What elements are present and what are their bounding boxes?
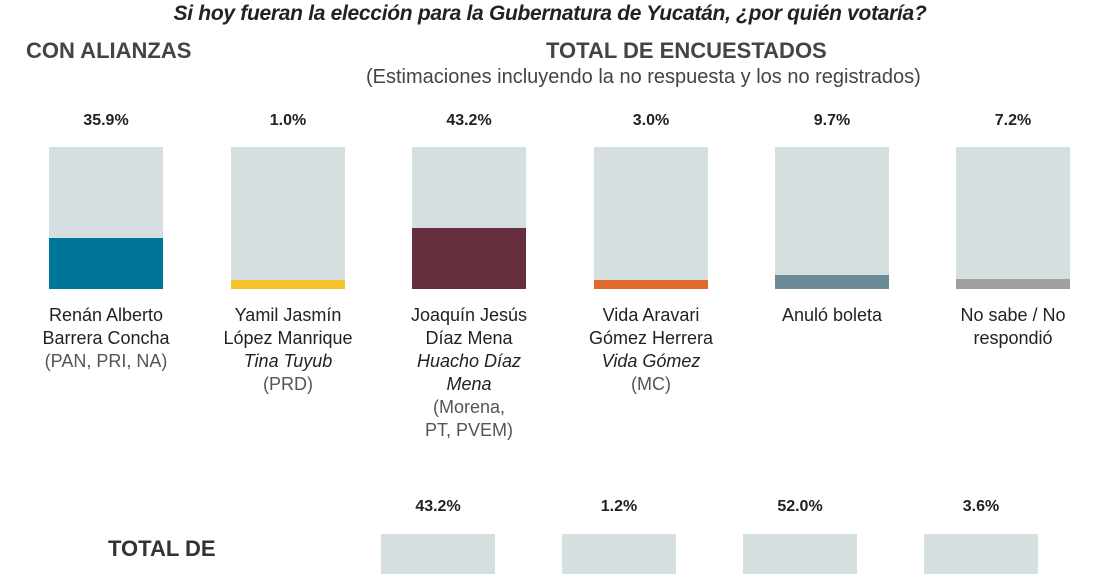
label-line: Renán Alberto — [48, 305, 164, 325]
value-label: 3.0% — [632, 112, 670, 129]
bar — [412, 227, 526, 289]
category-label: Renán Alberto Barrera Concha (PAN, PRI, NA… — [21, 304, 191, 373]
bar — [231, 280, 345, 289]
value-label: 52.0% — [777, 498, 823, 515]
label-line: (PRD) — [263, 374, 313, 394]
label-line: Tina Tuyub — [243, 351, 333, 371]
alliances-heading: CON ALIANZAS — [26, 38, 192, 63]
bar-track — [381, 534, 495, 574]
value-label: 3.6% — [962, 498, 1000, 515]
total-heading: TOTAL DE ENCUESTADOS — [546, 38, 827, 63]
value-label: 1.2% — [600, 498, 638, 515]
value-label: 9.7% — [813, 112, 851, 129]
value-label: 43.2% — [415, 498, 461, 515]
label-line: Yamil Jasmín — [234, 305, 342, 325]
bar — [49, 238, 163, 289]
bar-track — [775, 147, 889, 289]
bar-track — [231, 147, 345, 289]
category-label: Yamil Jasmín López Manrique Tina Tuyub (PRD… — [203, 304, 373, 396]
label-line: (Morena, — [432, 397, 506, 417]
label-line: Vida Gómez — [601, 351, 701, 371]
second-chart-title: TOTAL DE — [108, 536, 216, 561]
category-label: Anuló boleta — [747, 304, 917, 327]
bar-track — [924, 534, 1038, 574]
label-line: No sabe / No — [960, 305, 1066, 325]
label-line: (MC) — [631, 374, 671, 394]
label-line: Vida Aravari — [602, 305, 700, 325]
bar — [956, 278, 1070, 289]
bar-track — [743, 534, 857, 574]
label-line: Mena — [446, 374, 492, 394]
label-line: (PAN, PRI, NA) — [44, 351, 168, 371]
label-line: respondió — [973, 328, 1053, 348]
chart-title: Si hoy fueran la elección para la Gubern… — [173, 2, 927, 25]
category-label: No sabe / No respondió — [928, 304, 1098, 350]
label-line: Díaz Mena — [425, 328, 513, 348]
label-line: Gómez Herrera — [588, 328, 714, 348]
bar-track — [49, 147, 163, 289]
bar-track — [562, 534, 676, 574]
label-line: Huacho Díaz — [416, 351, 522, 371]
label-line: López Manrique — [223, 328, 353, 348]
bar — [775, 275, 889, 289]
category-label: Joaquín Jesús Díaz Mena Huacho Díaz Mena (Mo… — [384, 304, 554, 442]
value-label: 1.0% — [269, 112, 307, 129]
bar-track — [412, 147, 526, 289]
value-label: 7.2% — [994, 112, 1032, 129]
bar-track — [956, 147, 1070, 289]
bar-track — [594, 147, 708, 289]
label-line: Anuló boleta — [781, 305, 883, 325]
label-line: Barrera Concha — [42, 328, 170, 348]
subheading: (Estimaciones incluyendo la no respuesta… — [366, 66, 921, 88]
value-label: 43.2% — [446, 112, 492, 129]
bar — [594, 280, 708, 289]
category-label: Vida Aravari Gómez Herrera Vida Gómez (MC) — [566, 304, 736, 396]
label-line: Joaquín Jesús — [410, 305, 528, 325]
value-label: 35.9% — [83, 112, 129, 129]
label-line: PT, PVEM) — [424, 420, 513, 440]
